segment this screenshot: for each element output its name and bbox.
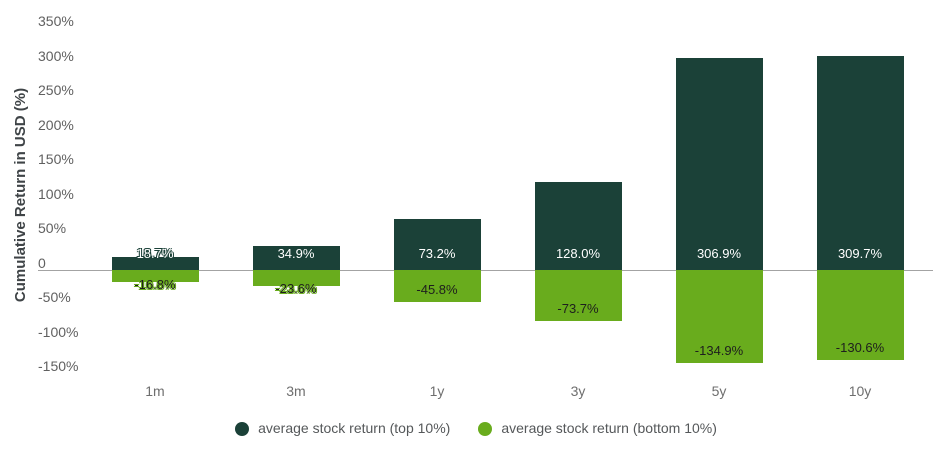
bar-top10-10y[interactable] <box>816 56 904 270</box>
bar-top10-3m[interactable] <box>252 245 340 270</box>
bar-value-label: -16.8% <box>134 276 176 292</box>
y-tick-label: 0 <box>38 254 46 271</box>
bar-top10-1y[interactable] <box>393 219 481 270</box>
bar-top10-1m[interactable] <box>111 257 199 270</box>
y-tick-label: -100% <box>38 323 79 340</box>
y-tick-label: 300% <box>38 47 74 64</box>
zero-baseline <box>38 270 933 271</box>
bar-bottom10-1m[interactable] <box>111 270 199 282</box>
y-tick-label: 50% <box>38 220 67 236</box>
x-tick-label-1y: 1y <box>429 383 445 399</box>
bar-bottom10-3m[interactable] <box>252 270 340 287</box>
bar-bottom10-1y[interactable] <box>393 270 481 302</box>
bar-top10-3y[interactable] <box>534 181 622 270</box>
y-tick-label: 250% <box>38 82 74 98</box>
bar-value-label: 73.2% <box>418 246 456 261</box>
bar-value-label: -23.6% <box>275 281 317 297</box>
bar-value-label: 128.0% <box>555 246 601 261</box>
y-tick-label: 100% <box>38 185 74 202</box>
bar-value-label: 309.7% <box>837 246 883 261</box>
legend-item-top-10[interactable]: average stock return (top 10%) <box>235 420 450 437</box>
bar-bottom10-10y[interactable] <box>816 270 904 361</box>
y-tick-label: -150% <box>38 358 79 374</box>
x-tick-label-1m: 1m <box>145 383 165 399</box>
y-tick-label: 350% <box>38 13 74 29</box>
legend-label-top-10: average stock return (top 10%) <box>258 420 451 436</box>
bar-value-label: 18.7% <box>136 246 174 261</box>
bar-bottom10-5y[interactable] <box>675 270 763 364</box>
bar-bottom10-3y[interactable] <box>534 270 622 321</box>
bar-value-label: 34.9% <box>277 246 315 261</box>
bar-value-label: -134.9% <box>694 343 744 359</box>
legend-label-bottom-10: average stock return (bottom 10%) <box>501 420 717 436</box>
y-tick-label: 150% <box>38 151 74 167</box>
y-tick-label: 200% <box>38 116 74 133</box>
x-tick-label-10y: 10y <box>848 383 872 399</box>
y-axis-title: Cumulative Return in USD (%) <box>12 87 29 303</box>
legend: average stock return (top 10%) average s… <box>0 420 952 437</box>
legend-marker-bottom-10-icon <box>478 421 493 436</box>
x-tick-label-3y: 3y <box>570 383 586 399</box>
bar-top10-5y[interactable] <box>675 58 763 270</box>
bar-value-label: -73.7% <box>557 300 599 316</box>
bar-value-label: -45.8% <box>416 281 458 297</box>
bar-value-label: 306.9% <box>696 246 742 261</box>
y-tick-label: -50% <box>38 289 71 305</box>
legend-item-bottom-10[interactable]: average stock return (bottom 10%) <box>478 420 717 437</box>
bar-value-label: -130.6% <box>835 340 885 356</box>
x-tick-label-5y: 5y <box>711 383 727 399</box>
x-tick-label-3m: 3m <box>286 383 306 399</box>
legend-marker-top-10-icon <box>235 421 250 436</box>
